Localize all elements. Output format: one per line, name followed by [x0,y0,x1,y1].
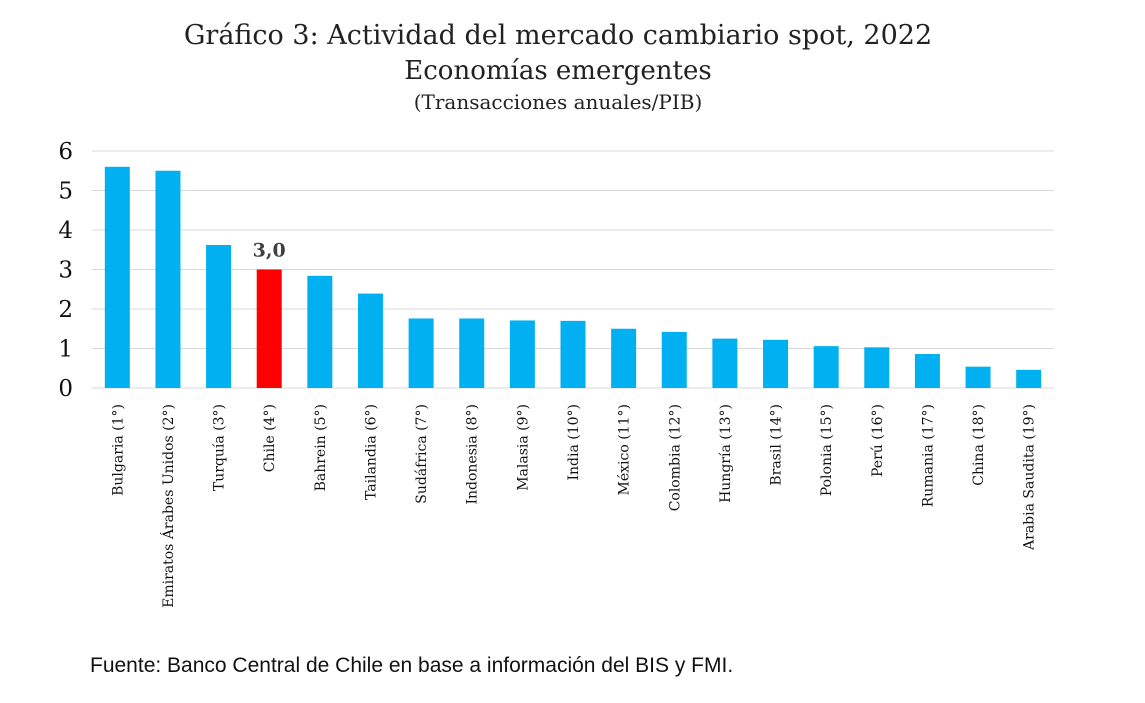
chart-subtitle: Economías emergentes [404,56,712,86]
x-tick-label: Bulgaria (1°) [110,404,126,496]
x-tick-label: Colombia (12°) [667,404,683,511]
bar [408,318,434,388]
bar [813,346,839,388]
bar [307,275,333,388]
y-tick-label: 5 [58,179,73,205]
x-tick-label: Sudáfrica (7°) [414,404,430,504]
x-tick-label: China (18°) [971,404,987,486]
source-note: Fuente: Banco Central de Chile en base a… [90,654,734,677]
y-tick-label: 6 [58,139,73,165]
x-tick-label: Rumania (17°) [920,404,936,507]
bar [712,338,738,388]
x-tick-label: Tailandia (6°) [363,404,379,500]
x-tick-label: India (10°) [566,404,582,481]
x-tick-label: Perú (16°) [870,404,886,477]
x-tick-label: México (11°) [617,404,633,495]
bar [155,170,181,388]
chart-title: Gráfico 3: Actividad del mercado cambiar… [183,20,933,51]
bar [357,293,383,388]
bar [560,320,586,388]
x-tick-label: Hungría (13°) [718,404,734,503]
chart-titles: Gráfico 3: Actividad del mercado cambiar… [0,18,1116,116]
x-tick-label: Arabia Saudita (19°) [1022,404,1038,551]
bar [459,318,485,388]
bar [1016,369,1042,388]
bar [965,366,991,388]
bar [104,166,130,388]
chart-unit-label: (Transacciones anuales/PIB) [413,90,703,114]
x-tick-label: Chile (4°) [262,404,278,472]
y-tick-label: 1 [58,337,73,363]
bar [256,269,282,388]
x-tick-label: Emiratos Árabes Unidos (2°) [159,404,177,608]
y-tick-label: 2 [58,297,73,323]
bar [914,354,940,388]
x-tick-label: Turquía (3°) [212,404,228,491]
x-tick-label: Indonesia (8°) [465,404,481,505]
bar [611,328,637,388]
y-tick-label: 3 [58,258,73,284]
bar [509,320,535,388]
data-label-chile: 3,0 [253,240,286,262]
x-tick-label: Malasia (9°) [515,404,531,491]
bar [763,339,789,388]
x-tick-label: Bahrein (5°) [313,404,329,491]
bar [864,347,890,388]
x-tick-label: Polonia (15°) [819,404,835,496]
bar [661,331,687,388]
x-tick-label: Brasil (14°) [769,404,785,486]
y-tick-label: 0 [58,376,73,402]
y-tick-label: 4 [58,218,73,244]
bar [206,245,232,388]
